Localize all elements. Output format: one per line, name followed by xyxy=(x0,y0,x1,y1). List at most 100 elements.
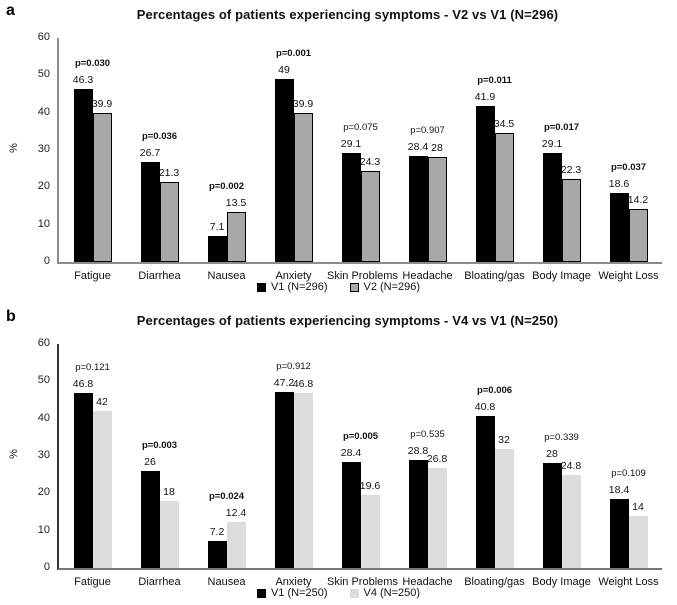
value-label: 41.9 xyxy=(474,90,496,103)
bar-v1 xyxy=(475,415,495,568)
value-label: 28.8 xyxy=(407,445,429,458)
value-label: 46.8 xyxy=(72,378,94,391)
p-value-label: p=0.011 xyxy=(477,74,512,86)
p-value-label: p=0.005 xyxy=(342,430,379,442)
y-tick-label: 20 xyxy=(37,180,50,193)
y-tick-label: 0 xyxy=(43,255,50,267)
x-category-label: Body Image xyxy=(532,576,591,588)
bar-v1 xyxy=(73,89,93,262)
y-tick-label: 50 xyxy=(37,374,50,387)
x-category-label: Bloating/gas xyxy=(464,270,525,282)
bar-v1 xyxy=(274,79,294,262)
bar-v1 xyxy=(408,460,428,568)
x-category-label: Body Image xyxy=(532,270,591,282)
value-label: 39.9 xyxy=(292,98,314,111)
bar-v-compare xyxy=(226,211,246,262)
panel-letter-a: a xyxy=(6,2,15,19)
bar-v1 xyxy=(475,105,495,262)
y-tick-label: 60 xyxy=(37,31,50,43)
bar-v-compare xyxy=(360,171,380,262)
p-value-label: p=0.535 xyxy=(410,429,445,441)
bar-v1 xyxy=(341,153,361,262)
y-tick-label: 10 xyxy=(37,217,50,230)
bar-v-compare xyxy=(494,448,514,568)
legend-item: V4 (N=250) xyxy=(349,587,421,599)
x-category-label: Diarrhea xyxy=(138,576,181,588)
x-category-label: Anxiety xyxy=(275,576,312,588)
value-label: 7.1 xyxy=(209,220,225,233)
bar-v-compare xyxy=(92,411,112,568)
value-label: 22.3 xyxy=(560,163,582,176)
bar-v1 xyxy=(609,192,629,262)
plot-area: 46.3 39.9 p=0.030 26.7 21.3 p=0.036 7.1 13.5 p=0… xyxy=(57,38,662,264)
legend-swatch-icon xyxy=(349,588,359,598)
value-label: 18 xyxy=(163,485,175,498)
x-category-label: Weight Loss xyxy=(598,270,659,282)
value-label: 34.5 xyxy=(493,118,515,131)
bar-v-compare xyxy=(159,182,179,262)
bar-v1 xyxy=(207,235,227,262)
bar-chart-a: % 0 10 20 30 40 50 60 46.3 39.9 p=0.030 26.7 21.3 p=0… xyxy=(0,0,677,302)
value-label: 42 xyxy=(96,396,108,409)
value-label: 29.1 xyxy=(340,138,362,151)
x-category-label: Skin Problems xyxy=(327,270,398,282)
p-value-label: p=0.121 xyxy=(75,362,110,374)
bar-v1 xyxy=(609,499,629,568)
bar-chart-b: % 0 10 20 30 40 50 60 46.8 42 p=0.121 26 18 p=0.003 7.… xyxy=(0,306,677,605)
y-tick-label: 30 xyxy=(37,449,50,461)
value-label: 28.4 xyxy=(340,446,362,459)
value-label: 39.9 xyxy=(91,98,113,111)
x-category-label: Fatigue xyxy=(74,576,111,588)
x-category-label: Weight Loss xyxy=(598,576,659,588)
bar-v-compare xyxy=(293,113,313,262)
x-category-label: Headache xyxy=(402,576,453,588)
bar-v-compare xyxy=(427,157,447,262)
bar-v1 xyxy=(73,393,93,568)
y-tick-label: 10 xyxy=(37,523,50,536)
legend: V1 (N=250) V4 (N=250) xyxy=(0,587,677,599)
bar-v1 xyxy=(341,461,361,568)
bar-v1 xyxy=(207,541,227,568)
bar-v-compare xyxy=(561,178,581,262)
bar-v-compare xyxy=(628,515,648,568)
chart-title-a: Percentages of patients experiencing sym… xyxy=(136,7,559,22)
p-value-label: p=0.109 xyxy=(611,468,646,480)
value-label: 7.2 xyxy=(209,526,225,539)
value-label: 46.3 xyxy=(72,74,94,87)
bar-v1 xyxy=(542,463,562,568)
value-label: 13.5 xyxy=(225,196,247,209)
p-value-label: p=0.002 xyxy=(208,180,245,192)
value-label: 49 xyxy=(278,64,290,77)
x-category-label: Nausea xyxy=(207,576,246,588)
chart-title-b: Percentages of patients experiencing sym… xyxy=(136,313,559,328)
legend-label: V4 (N=250) xyxy=(363,587,421,599)
bar-v-compare xyxy=(293,393,313,568)
panel-b: b Percentages of patients experiencing s… xyxy=(0,306,677,605)
value-label: 24.8 xyxy=(560,460,582,473)
value-label: 21.3 xyxy=(158,167,180,180)
value-label: 26 xyxy=(144,455,156,468)
bar-v-compare xyxy=(360,494,380,568)
bar-v1 xyxy=(274,391,294,568)
legend-item: V1 (N=296) xyxy=(256,281,328,293)
p-value-label: p=0.001 xyxy=(275,48,312,60)
legend-swatch-icon xyxy=(349,282,359,292)
value-label: 19.6 xyxy=(359,479,381,492)
value-label: 29.1 xyxy=(541,138,563,151)
p-value-label: p=0.036 xyxy=(141,131,178,143)
value-label: 26.8 xyxy=(426,452,448,465)
value-label: 47.2 xyxy=(273,376,295,389)
x-category-label: Nausea xyxy=(207,270,246,282)
value-label: 28.4 xyxy=(407,140,429,153)
bar-v1 xyxy=(542,153,562,262)
legend-swatch-icon xyxy=(256,282,266,292)
p-value-label: p=0.017 xyxy=(543,122,580,134)
plot-area: 46.8 42 p=0.121 26 18 p=0.003 7.2 12.4 p=0.024 47… xyxy=(57,344,662,570)
p-value-label: p=0.075 xyxy=(343,122,378,134)
value-label: 32 xyxy=(498,433,510,446)
x-category-label: Skin Problems xyxy=(327,576,398,588)
legend-item: V2 (N=296) xyxy=(349,281,420,293)
bar-v1 xyxy=(140,162,160,262)
value-label: 18.6 xyxy=(608,177,630,190)
value-label: 26.7 xyxy=(139,147,161,160)
